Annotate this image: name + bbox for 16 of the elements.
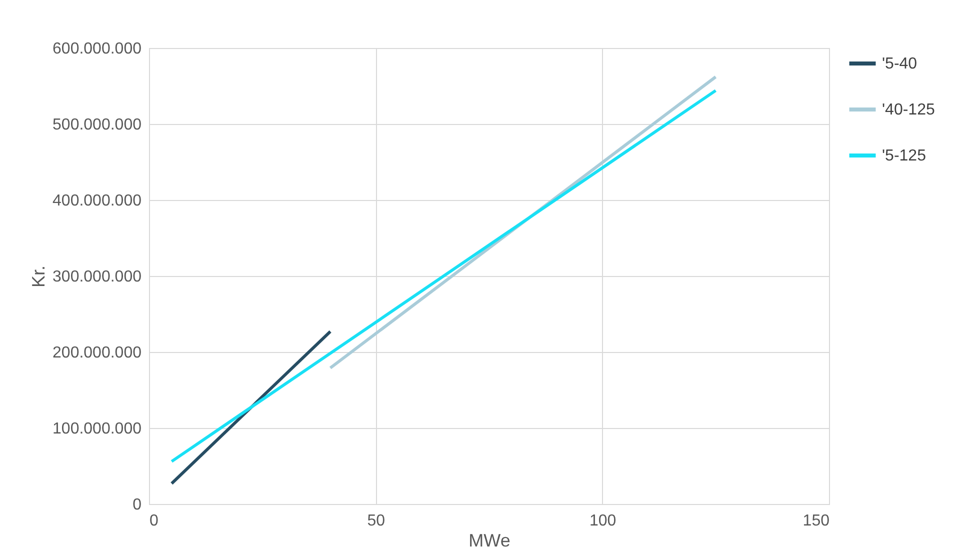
legend-label: '5-125 — [882, 148, 926, 164]
y-axis-title: Kr. — [28, 265, 49, 288]
x-tick-label: 50 — [367, 512, 386, 530]
legend-label: '5-40 — [882, 56, 918, 72]
y-tick-label: 0 — [132, 496, 142, 514]
y-tick-label: 600.000.000 — [52, 40, 142, 58]
y-tick-label: 300.000.000 — [52, 268, 142, 286]
y-tick-label: 500.000.000 — [52, 116, 142, 134]
x-tick-label: 100 — [589, 512, 616, 530]
x-tick-label: 150 — [802, 512, 830, 530]
y-tick-label: 100.000.000 — [52, 420, 142, 438]
x-tick-label: 0 — [150, 512, 158, 530]
y-tick-label: 400.000.000 — [52, 192, 142, 210]
legend-label: '40-125 — [882, 102, 935, 118]
x-axis-title: MWe — [468, 530, 510, 550]
y-tick-label: 200.000.000 — [52, 344, 142, 362]
